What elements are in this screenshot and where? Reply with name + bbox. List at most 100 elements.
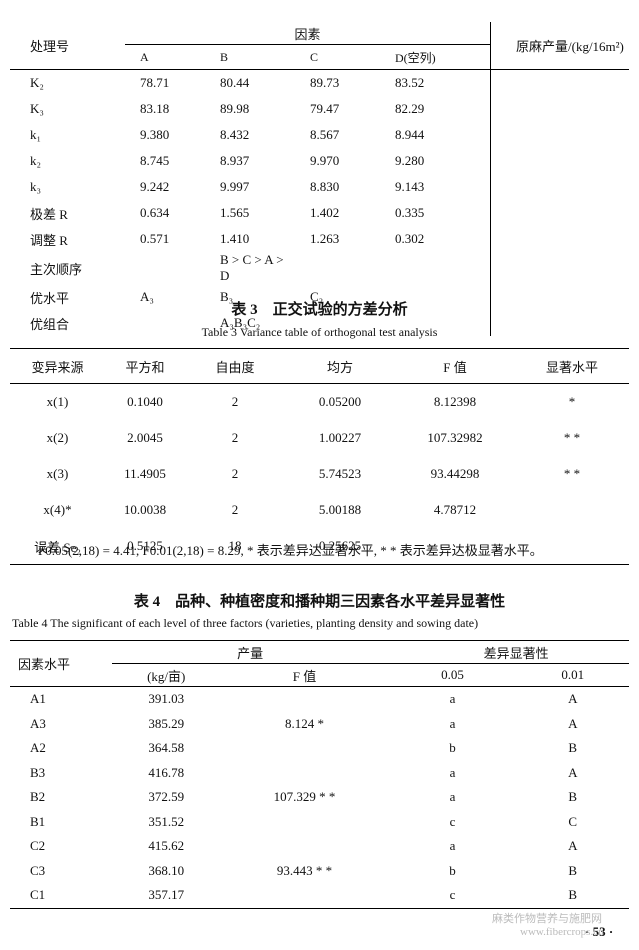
table-cell: B3 (30, 764, 46, 780)
table-row: C3 368.10 93.443 * * b B (10, 859, 629, 884)
table-cell: 极差 R (30, 206, 68, 222)
table-cell (490, 148, 629, 174)
table-cell: 78.71 (140, 75, 170, 90)
table-cell: 8.432 (220, 127, 250, 142)
table-cell: A (568, 691, 578, 707)
header-cell: 变异来源 (31, 359, 84, 375)
table-cell: 0.5125 (127, 538, 163, 553)
header-cell: 因素水平 (10, 640, 112, 687)
table-cell: 415.62 (148, 838, 185, 854)
table-cell (221, 834, 389, 859)
header-cell: (kg/亩) (147, 668, 186, 684)
table-3-title: 表 3 正交试验的方差分析 (231, 302, 408, 318)
table-cell: a (449, 789, 456, 805)
table-cell: * * (563, 466, 581, 481)
header-cell: 0.05 (441, 667, 464, 682)
table-cell: a (449, 691, 456, 707)
table-cell (221, 687, 389, 712)
table-row: x(4)* 10.0038 2 5.00188 4.78712 (10, 492, 629, 528)
table-4: 因素水平 产量 差异显著性 (kg/亩) F 值 0.05 0.01 A1 391.03 a A A3… (10, 640, 629, 909)
table-cell: K₂ (30, 75, 44, 90)
table-row: C1 357.17 c B (10, 883, 629, 908)
table-cell: 351.52 (148, 813, 185, 829)
table-row: x(2) 2.0045 2 1.00227 107.32982 * * (10, 420, 629, 456)
table-cell: 2.0045 (127, 430, 163, 445)
table-1: 处理号 因素 原麻产量/(kg/16m²) A B C D(空列) K₂ 78.71 80.44 8… (10, 22, 629, 336)
table-cell: 1.410 (220, 231, 250, 246)
table-cell: A2 (30, 740, 46, 756)
table-cell: * * (563, 430, 581, 445)
table-cell: C3 (30, 862, 46, 878)
table-cell: 0.571 (140, 231, 170, 246)
table-cell: B (568, 862, 578, 878)
table-cell: 4.78712 (433, 502, 477, 517)
table-cell: B2 (30, 789, 46, 805)
table-cell: B₃ (220, 289, 234, 304)
header-row: 变异来源 平方和 自由度 均方 F 值 显著水平 (10, 348, 629, 384)
table-cell (490, 226, 629, 252)
header-cell: 平方和 (125, 359, 165, 375)
table-cell: a (449, 838, 456, 854)
table-cell: b (449, 862, 456, 878)
table-cell: 9.242 (140, 179, 170, 194)
table-cell (125, 252, 205, 284)
table-cell: k₂ (30, 153, 42, 168)
table-cell (490, 69, 629, 96)
table-cell: 391.03 (148, 691, 185, 707)
table-cell (490, 96, 629, 122)
header-cell: 均方 (326, 359, 353, 375)
table-cell: A₃ (140, 289, 154, 304)
table-row: 误差 Se₂ 0.5125 18 0.25625 (10, 528, 629, 565)
header-cell: C (295, 44, 380, 70)
table-cell: 8.12398 (433, 394, 477, 409)
table-cell: 79.47 (310, 101, 340, 116)
table-cell (515, 492, 629, 528)
table-cell: 8.745 (140, 153, 170, 168)
table-row: k₃ 9.242 9.997 8.830 9.143 (10, 174, 629, 200)
table-cell: 1.263 (310, 231, 340, 246)
table-cell: B (568, 789, 578, 805)
header-row: (kg/亩) F 值 0.05 0.01 (10, 664, 629, 687)
table-row: A1 391.03 a A (10, 687, 629, 712)
table-4-subtitle: Table 4 The significant of each level of… (12, 616, 479, 630)
table-cell: C (568, 813, 578, 829)
table-cell: 9.280 (395, 153, 425, 168)
table-cell: C₂ (310, 289, 324, 304)
table-cell: 0.634 (140, 205, 170, 220)
table-cell: 357.17 (148, 887, 185, 903)
header-cell: 0.01 (561, 667, 585, 682)
table-cell: A (568, 715, 578, 731)
table-cell: 2 (231, 466, 239, 481)
table-cell: 107.32982 (427, 430, 483, 445)
table-cell: k₃ (30, 179, 42, 194)
table-cell: 80.44 (220, 75, 250, 90)
table-cell: 385.29 (148, 715, 185, 731)
table-cell: 9.997 (220, 179, 250, 194)
table-cell (490, 174, 629, 200)
table-cell: b (449, 740, 456, 756)
table-row: C2 415.62 a A (10, 834, 629, 859)
header-cell: 产量 (111, 640, 389, 664)
table-cell: 0.1040 (127, 394, 163, 409)
table-cell: x(4)* (43, 502, 72, 517)
table-cell: 10.0038 (123, 502, 167, 517)
table-cell: 主次顺序 (30, 261, 83, 277)
table-cell: A₃B₃C₂ (220, 315, 261, 330)
page-number: · 53 · (585, 924, 614, 939)
header-cell: 原麻产量/(kg/16m²) (490, 22, 629, 70)
table-cell: 8.567 (310, 127, 340, 142)
table-cell: 93.443 * * (276, 862, 333, 878)
header-cell: 处理号 (10, 22, 125, 70)
header-cell: 自由度 (215, 359, 255, 375)
watermark-url: www.fibercrops.cn (520, 926, 604, 938)
table-cell (221, 883, 389, 908)
table-cell: 2 (231, 430, 239, 445)
table-cell: 82.29 (395, 101, 425, 116)
table-cell: 1.402 (310, 205, 340, 220)
table-cell: C1 (30, 887, 46, 903)
table-cell: A (568, 764, 578, 780)
table-row: 优水平 A₃ B₃ C₂ (10, 284, 629, 310)
table-row: k₁ 9.380 8.432 8.567 8.944 (10, 122, 629, 148)
table-cell (221, 736, 389, 761)
table-cell: 0.25625 (318, 538, 362, 553)
